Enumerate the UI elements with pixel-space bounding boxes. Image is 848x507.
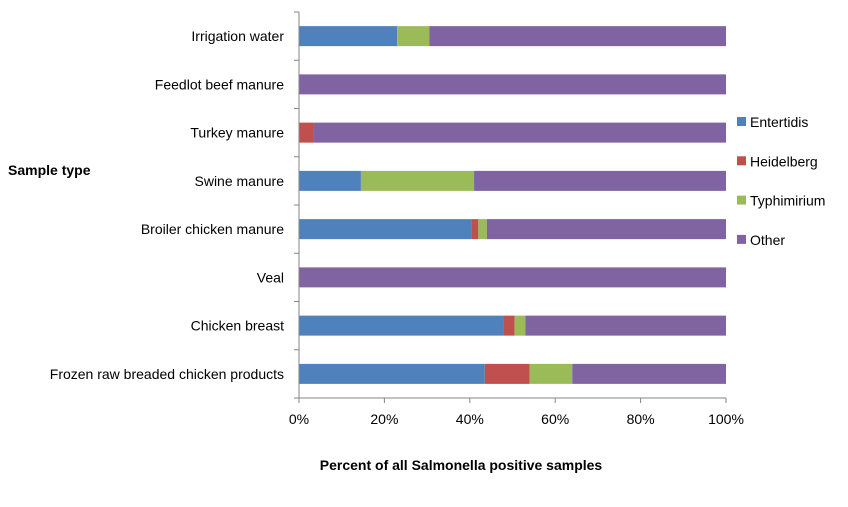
category-label: Swine manure xyxy=(195,173,285,189)
bar-segment-heidelberg xyxy=(299,122,314,143)
y-axis-title: Sample type xyxy=(8,162,91,178)
axes-group xyxy=(294,11,727,403)
legend-swatch-other xyxy=(737,234,746,244)
category-label: Frozen raw breaded chicken products xyxy=(50,366,284,382)
bar-segment-other xyxy=(486,219,726,240)
category-label: Veal xyxy=(257,269,284,285)
bar-segment-entertidis xyxy=(299,170,361,191)
category-label: Turkey manure xyxy=(190,125,284,141)
bar-segment-other xyxy=(525,315,726,336)
legend-label: Other xyxy=(750,232,785,248)
category-label: Irrigation water xyxy=(191,28,284,44)
bar-segment-typhimirium xyxy=(360,170,475,191)
bar-segment-entertidis xyxy=(299,363,485,384)
x-axis-title: Percent of all Salmonella positive sampl… xyxy=(320,457,603,473)
bars-group xyxy=(299,26,726,384)
bar-segment-other xyxy=(299,267,726,288)
bar-segment-entertidis xyxy=(299,219,472,240)
x-tick-label: 20% xyxy=(370,411,398,427)
legend: Entertidis Heidelberg Typhimirium Other xyxy=(737,114,825,248)
legend-swatch-heidelberg xyxy=(737,156,746,166)
x-tick-label: 0% xyxy=(289,411,309,427)
bar-segment-other xyxy=(474,170,726,191)
category-labels: Irrigation water Feedlot beef manure Turke… xyxy=(50,28,285,382)
category-label: Broiler chicken manure xyxy=(141,221,284,237)
bar-segment-typhimirium xyxy=(529,363,573,384)
bar-segment-heidelberg xyxy=(471,219,479,240)
legend-label: Typhimirium xyxy=(750,193,825,209)
bar-segment-typhimirium xyxy=(478,219,487,240)
bar-segment-other xyxy=(299,74,726,95)
legend-label: Entertidis xyxy=(750,114,808,130)
bar-segment-entertidis xyxy=(299,315,504,336)
x-tick-label: 40% xyxy=(456,411,484,427)
bar-segment-other xyxy=(313,122,726,143)
legend-label: Heidelberg xyxy=(750,153,818,169)
bar-segment-typhimirium xyxy=(514,315,526,336)
bar-segment-other xyxy=(572,363,726,384)
category-label: Feedlot beef manure xyxy=(155,76,284,92)
x-tick-label: 80% xyxy=(627,411,655,427)
bar-segment-typhimirium xyxy=(397,26,430,47)
x-tick-label: 60% xyxy=(541,411,569,427)
bar-segment-heidelberg xyxy=(503,315,515,336)
bar-segment-heidelberg xyxy=(484,363,530,384)
bar-segment-entertidis xyxy=(299,26,398,47)
category-label: Chicken breast xyxy=(191,318,284,334)
legend-swatch-entertidis xyxy=(737,117,746,126)
bar-segment-other xyxy=(429,26,726,47)
x-tick-label: 100% xyxy=(708,411,744,427)
x-tick-labels: 0% 20% 40% 60% 80% 100% xyxy=(289,411,744,427)
legend-swatch-typhimirium xyxy=(737,195,746,205)
